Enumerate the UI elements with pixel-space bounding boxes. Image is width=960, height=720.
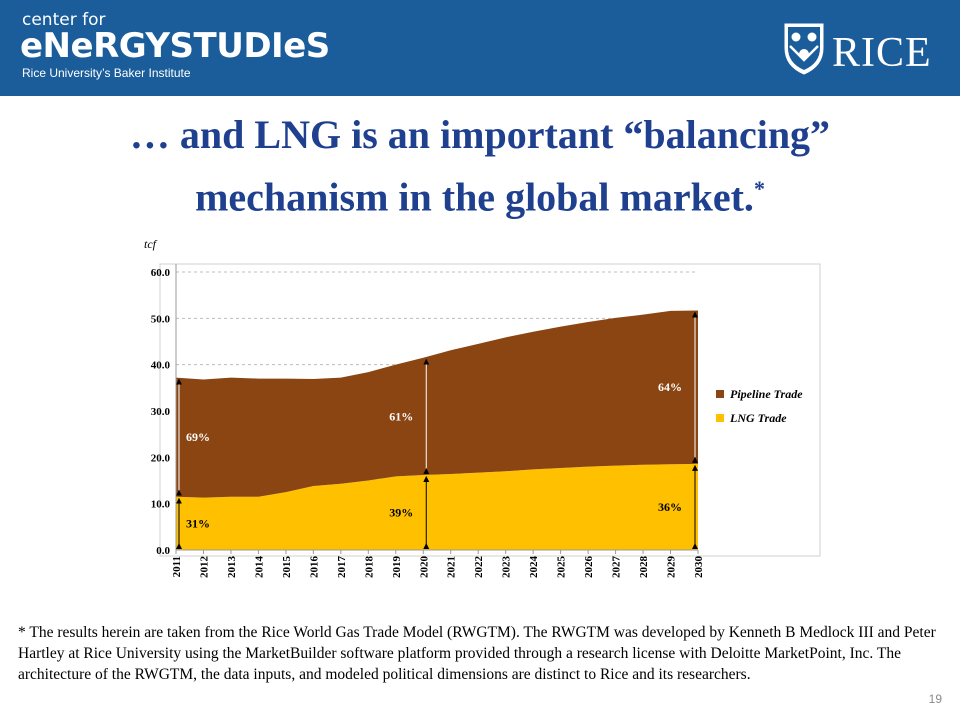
y-tick-label: 20.0 — [151, 452, 171, 464]
y-tick-label: 50.0 — [151, 313, 171, 325]
title-line-2: mechanism in the global market.* — [0, 162, 960, 224]
title-line-1: … and LNG is an important “balancing” — [129, 112, 831, 157]
x-tick-label: 2014 — [253, 556, 265, 579]
x-tick-label: 2017 — [336, 556, 348, 579]
y-tick-label: 30.0 — [151, 406, 171, 418]
legend-swatch — [716, 414, 724, 422]
pipeline-share-label: 61% — [389, 409, 413, 423]
x-tick-label: 2025 — [556, 556, 568, 579]
x-tick-label: 2012 — [198, 556, 210, 579]
lng-share-label: 36% — [658, 500, 682, 514]
x-tick-label: 2028 — [638, 556, 650, 579]
title-line-2-text: mechanism in the global market. — [195, 174, 754, 220]
org-name-line3: Rice University’s Baker Institute — [22, 66, 191, 80]
x-tick-label: 2027 — [611, 556, 623, 579]
y-tick-label: 10.0 — [151, 499, 171, 511]
x-tick-label: 2023 — [501, 556, 513, 579]
org-name-line1: center for — [22, 10, 106, 30]
pipeline-share-label: 64% — [658, 380, 682, 394]
lng-share-label: 39% — [389, 505, 413, 519]
lng-trade-area — [176, 463, 698, 550]
legend-label: LNG Trade — [729, 411, 787, 425]
x-tick-label: 2021 — [446, 556, 458, 578]
x-tick-label: 2029 — [666, 556, 678, 579]
x-tick-label: 2015 — [281, 556, 293, 579]
x-tick-label: 2019 — [391, 556, 403, 579]
x-tick-label: 2026 — [583, 556, 595, 579]
x-tick-label: 2022 — [473, 556, 485, 579]
x-tick-label: 2018 — [363, 556, 375, 579]
org-name-line2: eNeRGYSTUDIeS — [20, 26, 330, 66]
lng-share-label: 31% — [186, 516, 210, 530]
rice-logo: RICE — [782, 18, 932, 82]
y-tick-label: 0.0 — [156, 545, 170, 557]
footnote: * The results herein are taken from the … — [18, 624, 936, 683]
x-tick-label: 2024 — [528, 556, 540, 579]
y-tick-label: 60.0 — [151, 267, 171, 279]
header-banner: center for eNeRGYSTUDIeS Rice University… — [0, 0, 960, 96]
legend-label: Pipeline Trade — [730, 387, 803, 401]
slide-number: 19 — [928, 692, 942, 706]
shield-owls-icon — [784, 23, 824, 75]
legend-swatch — [716, 390, 724, 398]
slide-title: … and LNG is an important “balancing” me… — [0, 108, 960, 224]
pipeline-trade-area — [176, 310, 698, 498]
trade-area-chart: 0.0 10.0 20.0 30.0 40.0 50.0 60.0 tcf 2011 2012 20… — [144, 237, 821, 579]
y-tick-label: 40.0 — [151, 360, 171, 372]
x-tick-label: 2020 — [418, 556, 430, 579]
x-tick-label: 2030 — [693, 556, 705, 579]
x-tick-label: 2016 — [308, 556, 320, 579]
y-unit-label: tcf — [144, 237, 158, 251]
pipeline-share-label: 69% — [186, 430, 210, 444]
x-tick-label: 2011 — [171, 556, 183, 577]
x-tick-label: 2013 — [226, 556, 238, 579]
title-footnote-mark: * — [753, 176, 765, 201]
logo-text: RICE — [832, 30, 932, 76]
